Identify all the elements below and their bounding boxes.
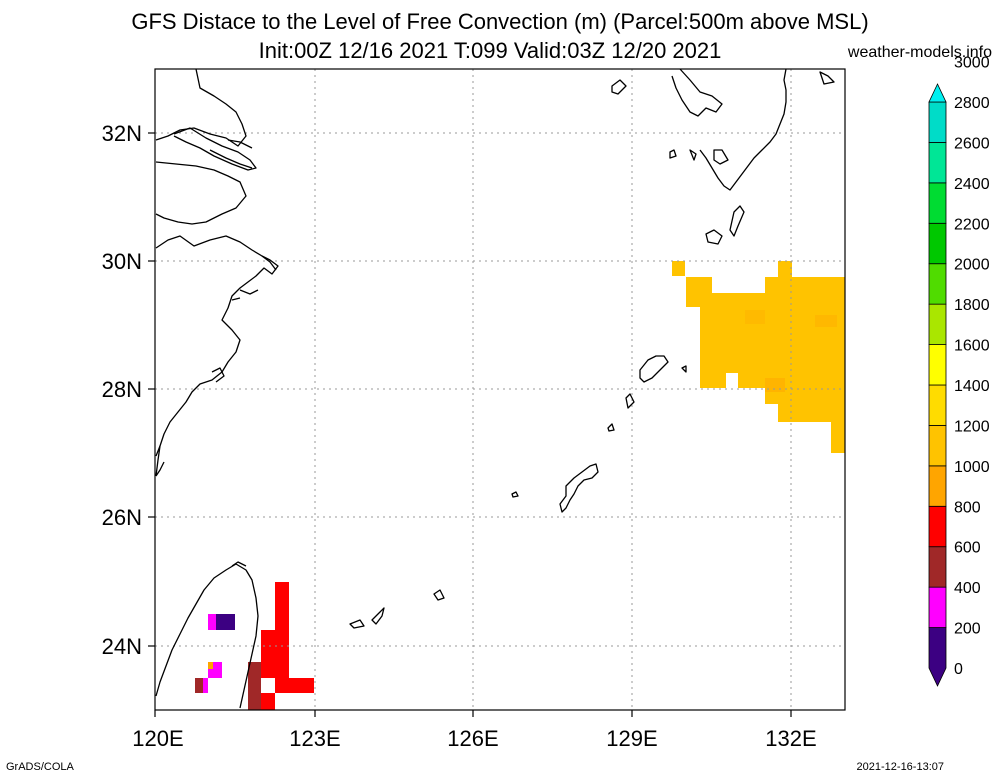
colorbar-label: 2800 <box>954 95 990 112</box>
lon-tick-label: 129E <box>606 726 657 751</box>
kyushu <box>671 68 787 191</box>
zhejiang-islands <box>211 255 277 383</box>
lat-tick-label: 26N <box>102 505 142 530</box>
colorbar-swatch <box>928 83 947 103</box>
colorbar-label: 400 <box>954 580 981 597</box>
bay-inner <box>209 139 253 169</box>
colorbar-swatch <box>928 263 947 305</box>
taiwan-north-tip <box>231 561 247 567</box>
map-gridlines <box>155 69 845 710</box>
colorbar-label: 1600 <box>954 338 990 355</box>
colorbar: 0 200 400 600 800 1000 1200 1400 1600 1800 2000 220… <box>928 55 990 687</box>
taiwan <box>155 563 259 709</box>
colorbar-label: 800 <box>954 499 981 516</box>
colorbar-label: 3000 <box>954 55 990 72</box>
field-cells-taiwan <box>195 582 314 710</box>
fujian-coast <box>155 445 165 477</box>
colorbar-label: 200 <box>954 621 981 638</box>
lon-tick-label: 120E <box>132 726 183 751</box>
colorbar-label: 1000 <box>954 459 990 476</box>
lon-tick-label: 132E <box>765 726 816 751</box>
colorbar-swatch <box>928 586 947 628</box>
miyako-islands <box>349 589 445 629</box>
lat-tick-label: 28N <box>102 377 142 402</box>
site-credit: weather-models.info <box>847 44 992 61</box>
colorbar-swatch <box>928 344 947 386</box>
colorbar-label: 1400 <box>954 378 990 395</box>
colorbar-label: 600 <box>954 540 981 557</box>
china-coast <box>155 68 247 225</box>
colorbar-label: 2600 <box>954 135 990 152</box>
lon-tick-label: 126E <box>447 726 498 751</box>
zhejiang-coast <box>155 235 279 477</box>
map-title: GFS Distace to the Level of Free Convect… <box>131 9 869 34</box>
colorbar-label: 2200 <box>954 216 990 233</box>
yangtze-estuary <box>173 127 257 171</box>
colorbar-label: 1800 <box>954 297 990 314</box>
colorbar-swatch <box>928 546 947 588</box>
kyushu-islands <box>611 71 835 245</box>
axis-tick-marks <box>148 132 792 717</box>
coastlines <box>155 68 835 709</box>
colorbar-swatch <box>928 182 947 224</box>
colorbar-swatch <box>928 425 947 467</box>
colorbar-swatch <box>928 465 947 507</box>
colorbar-label: 2000 <box>954 257 990 274</box>
colorbar-label: 2400 <box>954 176 990 193</box>
lon-tick-labels: 120E 123E 126E 129E 132E <box>132 726 816 751</box>
colorbar-swatch <box>928 142 947 184</box>
colorbar-swatch <box>928 505 947 548</box>
lat-tick-labels: 24N 26N 28N 30N 32N <box>102 121 142 659</box>
lat-tick-label: 32N <box>102 121 142 146</box>
colorbar-label: 1200 <box>954 418 990 435</box>
lat-tick-label: 30N <box>102 249 142 274</box>
colorbar-swatch <box>928 101 947 143</box>
lat-tick-label: 24N <box>102 634 142 659</box>
colorbar-swatch <box>928 303 947 345</box>
field-cells-east <box>672 261 845 453</box>
colorbar-swatch <box>928 627 947 687</box>
colorbar-swatch <box>928 384 947 426</box>
lon-tick-label: 123E <box>289 726 340 751</box>
colorbar-swatch <box>928 222 947 265</box>
ryukyu-islands <box>511 355 687 513</box>
generated-timestamp: 2021-12-16-13:07 <box>856 761 944 773</box>
software-credit: GrADS/COLA <box>6 761 74 773</box>
colorbar-label: 0 <box>954 661 963 678</box>
map-subtitle: Init:00Z 12/16 2021 T:099 Valid:03Z 12/2… <box>258 38 722 63</box>
